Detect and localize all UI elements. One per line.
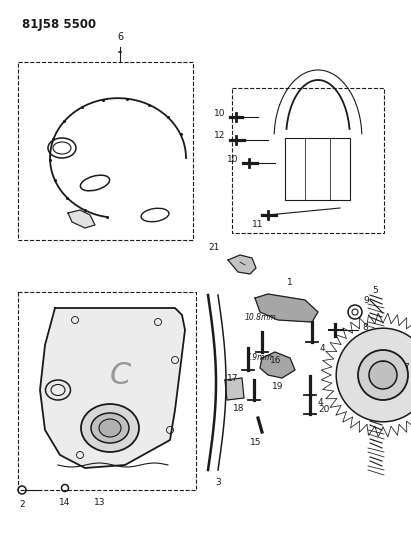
Text: 11: 11 xyxy=(252,220,264,229)
Text: 10.8mm: 10.8mm xyxy=(245,313,277,322)
Ellipse shape xyxy=(358,350,408,400)
Text: 15: 15 xyxy=(250,438,262,447)
Polygon shape xyxy=(228,255,256,274)
Text: 1: 1 xyxy=(287,278,293,287)
Text: 14: 14 xyxy=(59,498,71,507)
Text: 7.9mm: 7.9mm xyxy=(245,353,272,362)
Text: 6: 6 xyxy=(117,32,123,42)
Polygon shape xyxy=(40,308,185,468)
Text: 16: 16 xyxy=(270,356,282,365)
Text: 12: 12 xyxy=(214,132,225,141)
Text: 81J58 5500: 81J58 5500 xyxy=(22,18,96,31)
Polygon shape xyxy=(255,294,318,322)
Text: 3: 3 xyxy=(215,478,221,487)
Polygon shape xyxy=(68,210,95,228)
Text: 8: 8 xyxy=(362,324,368,333)
Bar xyxy=(18,62,193,240)
Text: 17: 17 xyxy=(226,374,238,383)
Text: 18: 18 xyxy=(233,404,244,413)
Bar xyxy=(285,138,350,200)
Text: 13: 13 xyxy=(94,498,106,507)
Text: 20: 20 xyxy=(318,406,329,415)
Ellipse shape xyxy=(369,361,397,389)
Text: 19: 19 xyxy=(272,382,284,391)
Text: 10: 10 xyxy=(226,155,238,164)
Ellipse shape xyxy=(91,413,129,443)
Text: 4: 4 xyxy=(320,344,326,353)
Bar xyxy=(232,88,384,233)
Ellipse shape xyxy=(81,404,139,452)
Text: 21: 21 xyxy=(209,244,220,253)
Polygon shape xyxy=(260,352,295,378)
Polygon shape xyxy=(225,378,244,400)
Text: 7: 7 xyxy=(403,364,409,373)
Text: 4: 4 xyxy=(318,398,323,407)
Text: 10: 10 xyxy=(213,109,225,117)
Ellipse shape xyxy=(99,419,121,437)
Text: 9: 9 xyxy=(363,296,369,305)
Ellipse shape xyxy=(336,328,411,422)
Text: 5: 5 xyxy=(372,286,378,295)
Text: C: C xyxy=(109,360,131,390)
Bar xyxy=(18,292,196,490)
Text: 2: 2 xyxy=(19,500,25,509)
